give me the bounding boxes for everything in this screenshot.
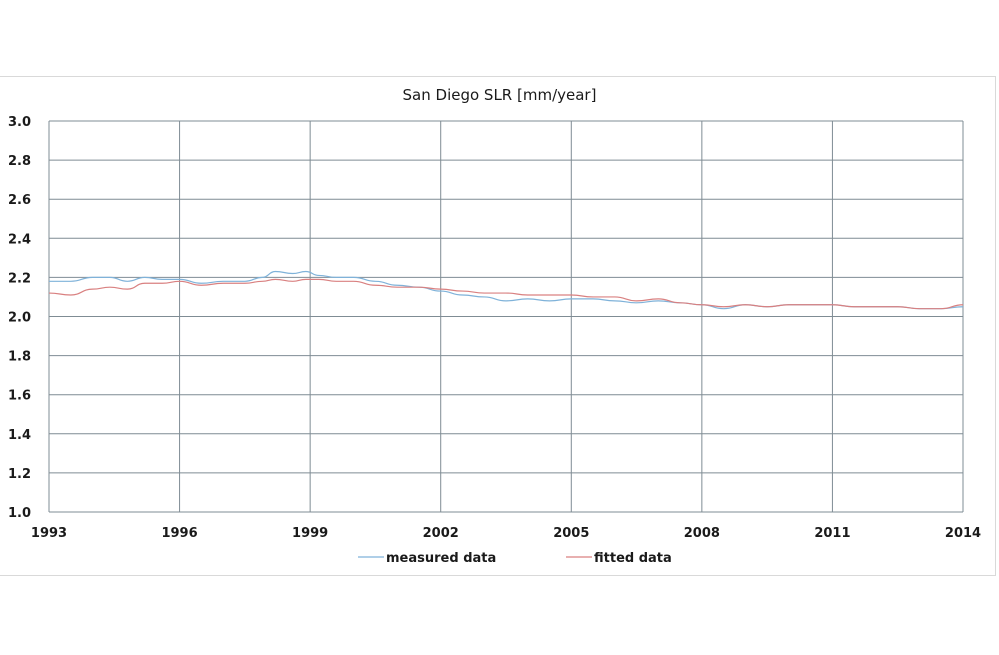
legend: measured data fitted data [358,551,672,566]
gridlines [48,120,964,513]
chart-frame [0,76,996,576]
y-tick-label: 3.0 [8,115,31,130]
x-tick-label: 2014 [945,526,981,541]
fitted-data-line [48,278,964,310]
y-axis-ticks: 1.0 1.2 1.4 1.6 1.8 2.0 2.2 2.4 2.6 2.8 3.0 [8,115,31,521]
y-tick-label: 1.4 [8,428,31,443]
legend-label: fitted data [594,551,672,566]
y-tick-label: 2.6 [8,193,31,208]
y-tick-label: 1.6 [8,389,31,404]
y-tick-label: 1.2 [8,467,31,482]
data-series [48,270,964,310]
chart-title: San Diego SLR [mm/year] [402,86,597,104]
x-tick-label: 1996 [161,526,197,541]
x-tick-label: 2011 [814,526,850,541]
y-tick-label: 2.0 [8,311,31,326]
y-tick-label: 2.4 [8,232,31,247]
x-tick-label: 1993 [31,526,67,541]
y-tick-label: 2.2 [8,271,31,286]
legend-label: measured data [386,551,496,566]
x-axis-ticks: 1993 1996 1999 2002 2005 2008 2011 2014 [31,526,981,541]
y-tick-label: 1.8 [8,350,31,365]
y-tick-label: 2.8 [8,154,31,169]
x-tick-label: 2002 [423,526,459,541]
x-tick-label: 2008 [684,526,720,541]
x-tick-label: 2005 [553,526,589,541]
y-tick-label: 1.0 [8,506,31,521]
x-tick-label: 1999 [292,526,328,541]
